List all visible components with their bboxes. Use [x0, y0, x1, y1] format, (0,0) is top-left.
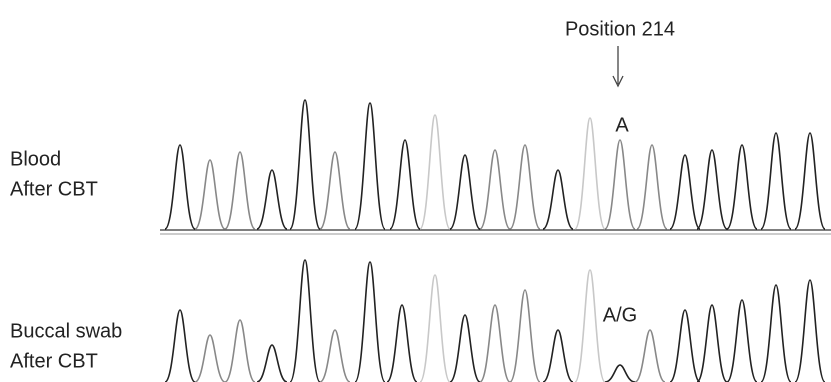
panel-label: Buccal swab	[10, 320, 122, 342]
chromatogram-figure: Position 214 Blood After CBT A Buccal sw…	[0, 0, 831, 382]
trace-peak	[670, 155, 700, 229]
trace-peak	[635, 330, 665, 382]
trace-peak	[420, 115, 450, 229]
trace-peak	[575, 270, 605, 382]
base-call: A/G	[603, 304, 637, 326]
trace-peak	[195, 160, 225, 229]
trace-peak	[225, 320, 255, 382]
trace-peak	[387, 305, 417, 382]
trace-peak	[480, 305, 510, 382]
trace-peak	[320, 330, 350, 382]
trace-peak	[637, 145, 667, 229]
trace-peak	[165, 310, 195, 382]
trace-peak	[670, 310, 700, 382]
trace-peak	[727, 145, 757, 229]
page: Position 214 Blood After CBT A Buccal sw…	[0, 0, 831, 382]
trace-peak	[697, 150, 727, 229]
trace-peak	[195, 335, 225, 382]
trace-peak	[510, 290, 540, 382]
trace-peak	[543, 170, 573, 229]
trace-peak	[450, 155, 480, 229]
trace-peak	[605, 140, 635, 229]
traces	[165, 100, 825, 382]
trace-peak	[727, 300, 757, 382]
trace-peak	[290, 260, 320, 382]
trace-peak	[257, 170, 287, 229]
trace-peak	[510, 145, 540, 229]
trace-peak	[390, 140, 420, 229]
trace-peak	[795, 133, 825, 229]
trace-peak	[480, 150, 510, 229]
trace-peak	[355, 262, 385, 382]
trace-peak	[543, 330, 573, 382]
trace-peak	[605, 365, 635, 382]
trace-peak	[697, 305, 727, 382]
panel-label: After CBT	[10, 178, 98, 200]
trace-peak	[761, 285, 791, 382]
trace-peak	[225, 152, 255, 229]
trace-peak	[320, 152, 350, 229]
panel-label: After CBT	[10, 350, 98, 372]
trace-peak	[795, 280, 825, 382]
panel-label: Blood	[10, 148, 61, 170]
base-call: A	[615, 114, 629, 136]
trace-peak	[761, 133, 791, 229]
trace-peak	[450, 315, 480, 382]
trace-peak	[257, 345, 287, 382]
trace-peak	[420, 275, 450, 382]
position-label: Position 214	[565, 18, 675, 40]
trace-peak	[290, 100, 320, 229]
trace-peak	[575, 118, 605, 229]
trace-peak	[165, 145, 195, 229]
trace-peak	[355, 103, 385, 229]
